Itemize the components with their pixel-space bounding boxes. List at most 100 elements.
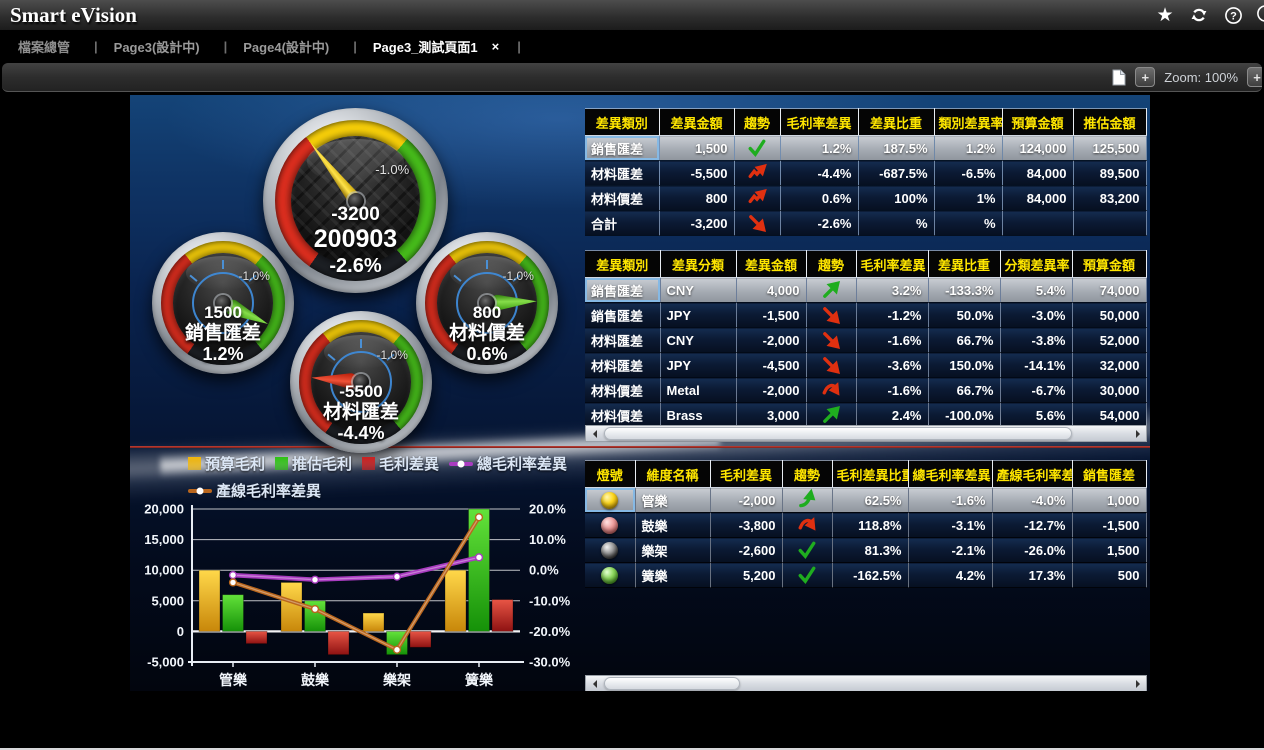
scroll-right-arrow[interactable] xyxy=(1130,676,1146,691)
table-cell xyxy=(782,562,833,588)
svg-text:-30.0%: -30.0% xyxy=(529,655,571,670)
table-cell: 材料匯差 xyxy=(585,352,661,378)
table-cell: -3.0% xyxy=(1000,302,1073,328)
table-cell: -1.6% xyxy=(908,487,993,513)
column-header: 毛利率差異 xyxy=(780,108,859,136)
column-header: 推估金額 xyxy=(1073,108,1147,136)
svg-text:簧樂: 簧樂 xyxy=(465,672,494,688)
column-header: 差異分類 xyxy=(660,250,737,278)
zoom-in-button[interactable]: + xyxy=(1135,67,1156,87)
tab-file-explorer[interactable]: 檔案總管 xyxy=(18,39,71,55)
table-header-row: 燈號 維度名稱 毛利差異 趨勢 毛利差異比重 總毛利率差異 產線毛利率差! 銷售匯差 xyxy=(585,460,1147,488)
trend-red-down-icon xyxy=(821,331,841,349)
status-light-yellow xyxy=(601,491,619,509)
new-page-icon[interactable] xyxy=(1112,69,1126,86)
star-icon[interactable]: ★ xyxy=(1156,4,1174,26)
column-header: 趨勢 xyxy=(806,250,857,278)
table-cell xyxy=(782,512,833,538)
column-header: 差異類別 xyxy=(585,250,661,278)
table-cell: 銷售匯差 xyxy=(585,135,660,161)
column-header: 差異金額 xyxy=(736,250,807,278)
tab-separator: | xyxy=(94,38,98,54)
svg-text:樂架: 樂架 xyxy=(382,672,411,688)
column-header: 燈號 xyxy=(585,460,636,488)
scroll-left-arrow[interactable] xyxy=(586,426,602,441)
table-cell: -3,200 xyxy=(659,210,735,236)
table-cell xyxy=(585,562,636,588)
legend-line-swatch xyxy=(449,460,474,467)
tab-bar: 檔案總管 | Page3(設計中) | Page4(設計中) | Page3_測… xyxy=(0,30,1264,62)
horizontal-scrollbar[interactable] xyxy=(585,425,1147,442)
partial-circle-icon[interactable] xyxy=(1256,4,1264,26)
gauge-label: 材料價差 xyxy=(448,322,525,344)
table-row[interactable]: 簧樂 5,200 -162.5% 4.2% 17.3% 500 xyxy=(585,562,1147,588)
scrollbar-thumb[interactable] xyxy=(604,427,1072,440)
table-cell: 銷售匯差 xyxy=(585,302,661,328)
trend-red-down-icon xyxy=(821,306,841,324)
gauge-sales-fx: -1.0% 1500 銷售匯差 1.2% xyxy=(152,232,294,374)
table-row[interactable]: 樂架 -2,600 81.3% -2.1% -26.0% 1,500 xyxy=(585,537,1147,563)
table-row[interactable]: 材料匯差 JPY -4,500 -3.6% 150.0% -14.1% 32,000 xyxy=(585,352,1147,378)
table-cell: -6.7% xyxy=(1000,377,1073,403)
table-row[interactable]: 管樂 -2,000 62.5% -1.6% -4.0% 1,000 xyxy=(585,487,1147,513)
tab-close-icon[interactable]: × xyxy=(491,38,500,54)
column-header: 預算金額 xyxy=(1002,108,1074,136)
table-cell: 4.2% xyxy=(908,562,993,588)
table-row[interactable]: 鼓樂 -3,800 118.8% -3.1% -12.7% -1,500 xyxy=(585,512,1147,538)
table-cell: 1.2% xyxy=(934,135,1003,161)
table-row[interactable]: 材料匯差 CNY -2,000 -1.6% 66.7% -3.8% 52,000 xyxy=(585,327,1147,353)
help-icon[interactable]: ? xyxy=(1222,4,1244,26)
trend-green-check-icon xyxy=(747,139,767,157)
table-row[interactable]: 材料價差 Metal -2,000 -1.6% 66.7% -6.7% 30,000 xyxy=(585,377,1147,403)
table-cell xyxy=(782,487,833,513)
legend-label: 推估毛利 xyxy=(292,456,353,473)
table-row[interactable]: 材料價差 Brass 3,000 2.4% -100.0% 5.6% 54,000 xyxy=(585,402,1147,428)
table-row[interactable]: 材料匯差 -5,500 -4.4% -687.5% -6.5% 84,000 89,500 xyxy=(585,160,1147,186)
table-cell: -1.6% xyxy=(856,377,929,403)
tab-page3-design[interactable]: Page3(設計中) xyxy=(113,39,200,55)
horizontal-scrollbar[interactable] xyxy=(585,675,1147,691)
svg-text:鼓樂: 鼓樂 xyxy=(301,672,330,688)
table-row[interactable]: 合計 -3,200 -2.6%%% xyxy=(585,210,1147,236)
trend-green-check-icon xyxy=(797,541,817,559)
scrollbar-thumb[interactable] xyxy=(604,677,740,690)
table-cell: -5,500 xyxy=(659,160,735,186)
scroll-left-arrow[interactable] xyxy=(586,676,602,691)
legend-label: 產線毛利率差異 xyxy=(216,483,322,500)
app-title: Smart eVision xyxy=(10,2,137,27)
table-cell: 3.2% xyxy=(856,277,929,303)
table-cell: 材料價差 xyxy=(585,402,661,428)
gauge-value: -3200 xyxy=(331,204,380,226)
column-header: 差異比重 xyxy=(858,108,935,136)
table-cell: Brass xyxy=(660,402,737,428)
table-cell: 鼓樂 xyxy=(635,512,711,538)
table-row[interactable]: 銷售匯差 1,500 1.2% 187.5% 1.2% 124,000 125,500 xyxy=(585,135,1147,161)
table-cell: 124,000 xyxy=(1002,135,1074,161)
gauge-hub xyxy=(347,192,364,209)
refresh-icon[interactable] xyxy=(1188,4,1210,26)
table-cell: 54,000 xyxy=(1072,402,1147,428)
table-cell: 4,000 xyxy=(736,277,807,303)
trend-red-curve-icon xyxy=(821,381,841,399)
zoom-out-button-partial[interactable]: + xyxy=(1247,67,1262,87)
legend-item: 總毛利率差異 xyxy=(449,453,567,474)
tab-page4-design[interactable]: Page4(設計中) xyxy=(243,39,330,55)
table-cell: 1,500 xyxy=(659,135,735,161)
table-row[interactable]: 銷售匯差 CNY 4,000 3.2% -133.3% 5.4% 74,000 xyxy=(585,277,1147,303)
data-table: 差異類別 差異金額 趨勢 毛利率差異 差異比重 類別差異率 預算金額 推估金額 銷售匯差 1,50… xyxy=(585,108,1147,236)
table-cell: 簧樂 xyxy=(635,562,711,588)
tab-page3-test[interactable]: Page3_測試頁面1 xyxy=(372,39,478,55)
table-cell: 500 xyxy=(1072,562,1147,588)
scroll-right-arrow[interactable] xyxy=(1130,426,1146,441)
gauge-value: 1500 xyxy=(204,303,242,322)
svg-text:20,000: 20,000 xyxy=(144,502,184,517)
table-cell: -14.1% xyxy=(1000,352,1073,378)
table-cell: 1% xyxy=(934,185,1003,211)
gauge-readout: -5500 材料匯差 -4.4% xyxy=(290,382,432,445)
zoom-level-label: Zoom: 100% xyxy=(1164,69,1238,85)
table-row[interactable]: 材料價差 800 0.6% 100% 1% 84,000 83,200 xyxy=(585,185,1147,211)
table-cell: 材料價差 xyxy=(585,377,661,403)
table-cell: -162.5% xyxy=(832,562,909,588)
svg-text:0.0%: 0.0% xyxy=(529,563,559,578)
table-row[interactable]: 銷售匯差 JPY -1,500 -1.2% 50.0% -3.0% 50,000 xyxy=(585,302,1147,328)
